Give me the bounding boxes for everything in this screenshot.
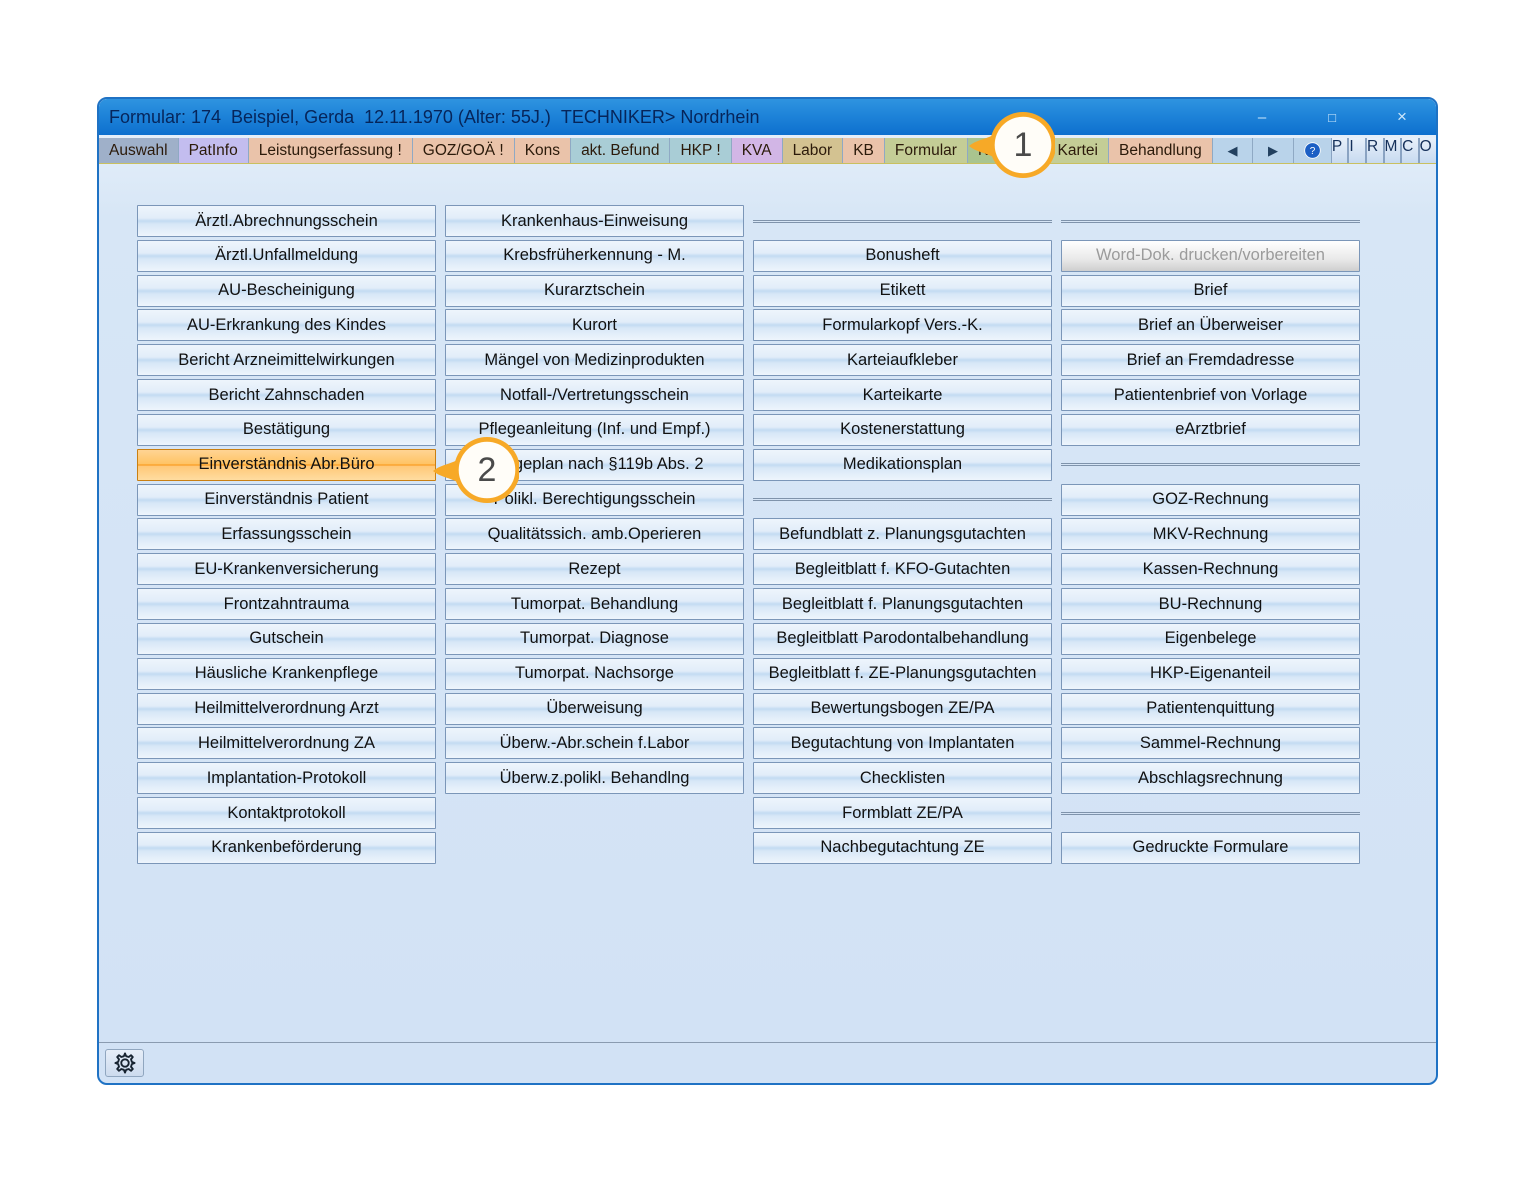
svg-text:1: 1 [1014,126,1033,164]
svg-text:2: 2 [478,451,497,489]
svg-text:?: ? [1310,146,1316,157]
